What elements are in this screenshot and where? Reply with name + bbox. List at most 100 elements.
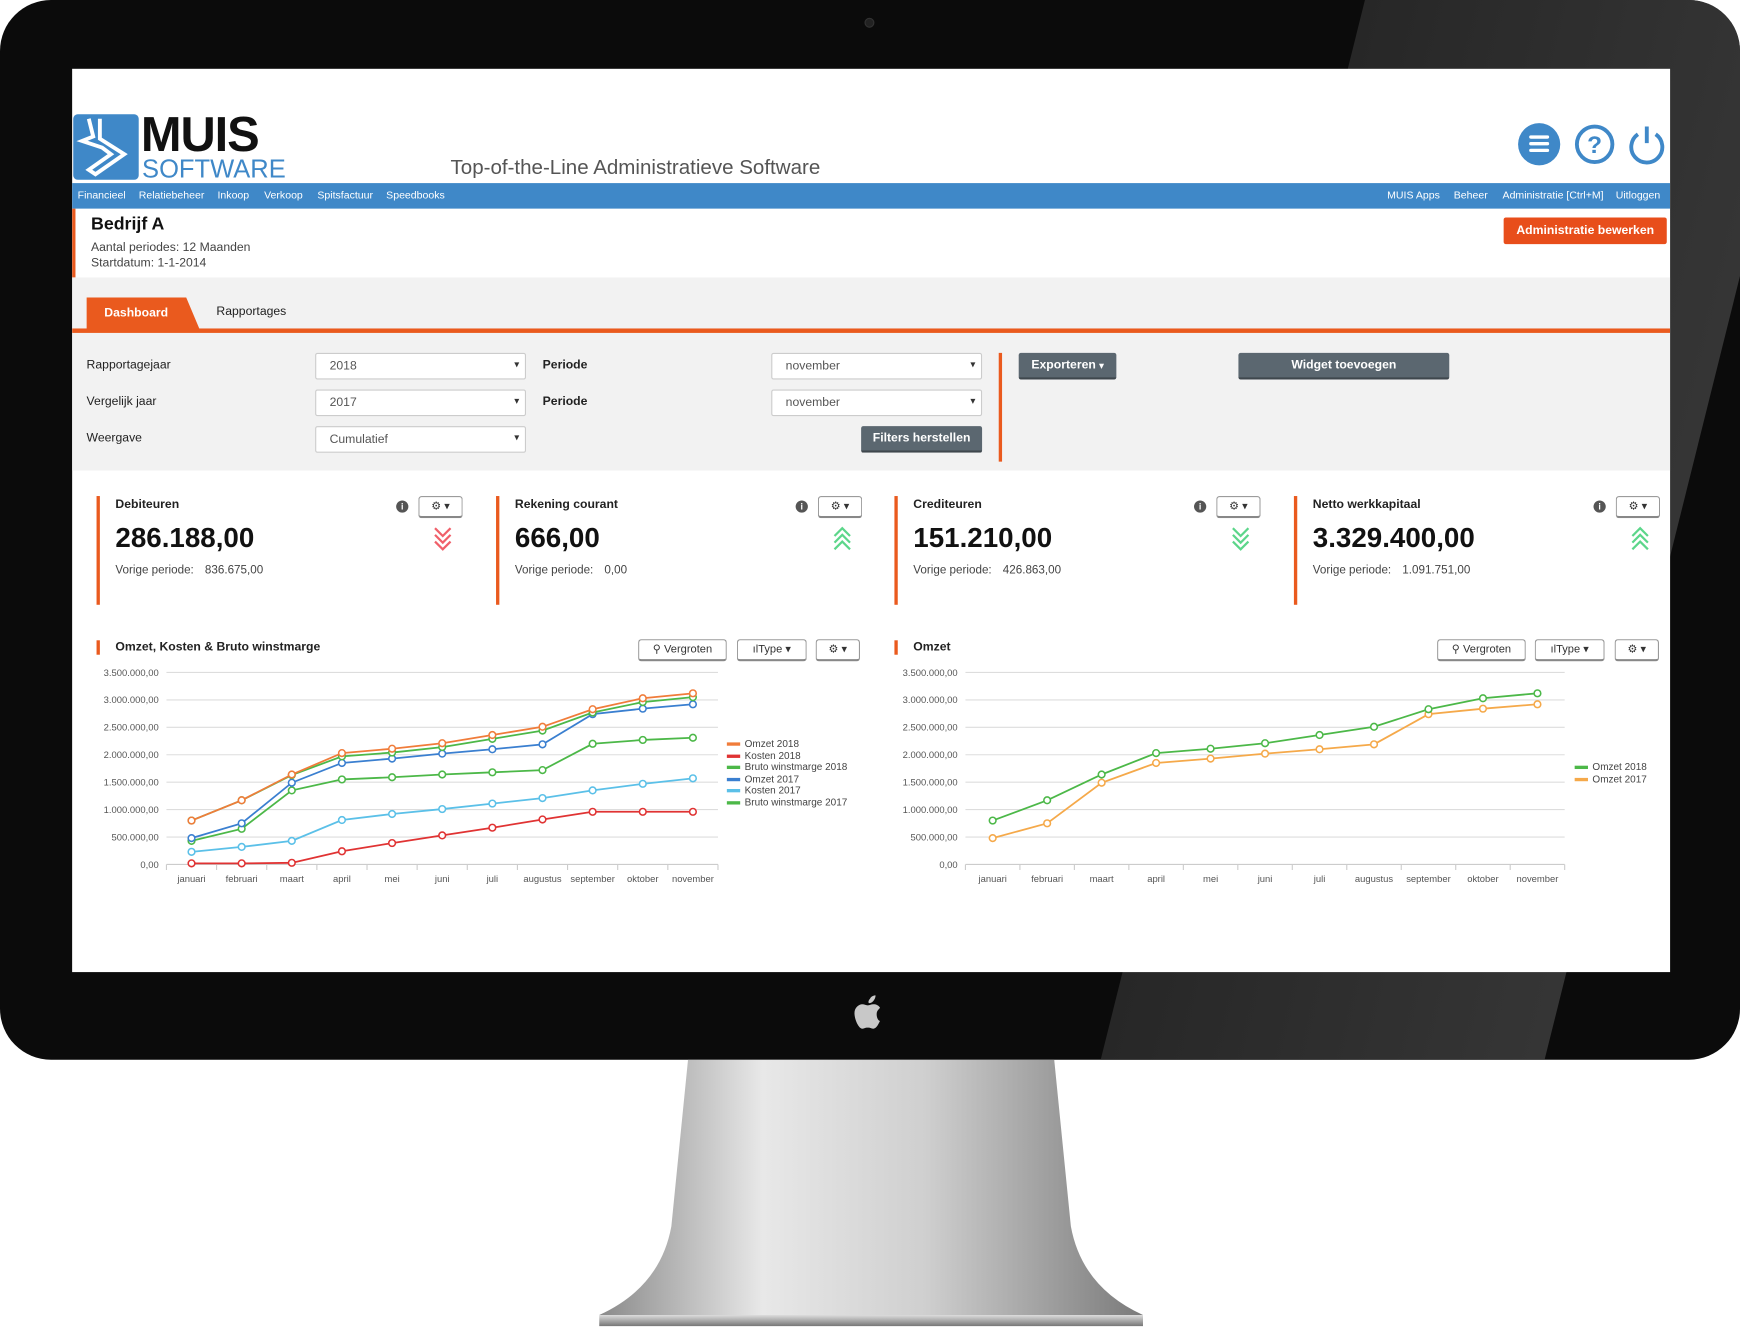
nav-verkoop[interactable]: Verkoop <box>264 189 303 202</box>
data-point[interactable] <box>1478 704 1488 713</box>
period-compare-select[interactable]: november <box>771 389 983 417</box>
menu-icon[interactable] <box>1518 123 1561 166</box>
data-point[interactable] <box>488 768 497 777</box>
data-point[interactable] <box>538 815 547 824</box>
data-point[interactable] <box>1424 705 1433 714</box>
data-point[interactable] <box>438 739 447 748</box>
chart1-type-button[interactable]: ılType ▾ <box>736 639 807 662</box>
data-point[interactable] <box>588 705 597 714</box>
legend-item[interactable]: Omzet 2017 <box>726 773 847 785</box>
data-point[interactable] <box>1097 778 1106 787</box>
tab-rapportages[interactable]: Rapportages <box>216 305 287 319</box>
nav-spitsfactuur[interactable]: Spitsfactuur <box>317 189 374 202</box>
data-point[interactable] <box>1206 754 1215 763</box>
tab-dashboard[interactable]: Dashboard <box>86 297 200 330</box>
data-point[interactable] <box>337 847 347 856</box>
data-point[interactable] <box>488 799 497 808</box>
kpi-settings-button[interactable]: ⚙ ▾ <box>418 496 463 519</box>
nav-speedbooks[interactable]: Speedbooks <box>386 189 445 202</box>
data-point[interactable] <box>1315 745 1324 754</box>
info-icon[interactable]: i <box>795 500 808 513</box>
data-point[interactable] <box>1478 694 1488 703</box>
data-point[interactable] <box>1315 730 1324 740</box>
nav-relatiebeheer[interactable]: Relatiebeheer <box>138 189 205 202</box>
data-point[interactable] <box>688 774 698 783</box>
nav-uitloggen[interactable]: Uitloggen <box>1615 189 1661 202</box>
data-point[interactable] <box>1260 739 1270 748</box>
data-point[interactable] <box>488 745 497 754</box>
legend-item[interactable]: Bruto winstmarge 2018 <box>726 761 847 773</box>
data-point[interactable] <box>438 770 447 779</box>
data-point[interactable] <box>438 804 447 814</box>
data-point[interactable] <box>638 694 647 703</box>
data-point[interactable] <box>688 733 698 742</box>
data-point[interactable] <box>1151 758 1161 768</box>
data-point[interactable] <box>1533 689 1542 698</box>
data-point[interactable] <box>1260 749 1270 758</box>
data-point[interactable] <box>1097 770 1106 779</box>
data-point[interactable] <box>988 816 997 825</box>
data-point[interactable] <box>488 730 497 740</box>
data-point[interactable] <box>438 831 447 840</box>
reset-filters-button[interactable]: Filters herstellen <box>861 426 983 453</box>
data-point[interactable] <box>688 689 698 698</box>
data-point[interactable] <box>988 834 997 843</box>
data-point[interactable] <box>337 815 347 825</box>
data-point[interactable] <box>588 739 597 748</box>
data-point[interactable] <box>187 834 196 843</box>
data-point[interactable] <box>538 793 547 803</box>
power-icon[interactable] <box>1626 123 1668 165</box>
data-point[interactable] <box>1043 796 1052 805</box>
data-point[interactable] <box>187 859 196 868</box>
data-point[interactable] <box>488 823 497 832</box>
data-point[interactable] <box>237 859 246 868</box>
help-icon[interactable]: ? <box>1574 123 1616 165</box>
data-point[interactable] <box>638 735 647 745</box>
data-point[interactable] <box>287 786 296 795</box>
data-point[interactable] <box>538 722 547 731</box>
data-point[interactable] <box>638 807 647 816</box>
data-point[interactable] <box>387 838 397 848</box>
data-point[interactable] <box>237 842 246 852</box>
legend-item[interactable]: Kosten 2018 <box>726 750 847 762</box>
data-point[interactable] <box>287 770 296 779</box>
nav-administratie[interactable]: Administratie [Ctrl+M] <box>1502 189 1604 202</box>
compare-year-select[interactable]: 2017 <box>315 389 526 417</box>
kpi-settings-button[interactable]: ⚙ ▾ <box>1615 496 1661 519</box>
chart2-settings-button[interactable]: ⚙ ▾ <box>1614 639 1660 662</box>
data-point[interactable] <box>187 847 196 856</box>
data-point[interactable] <box>387 809 397 819</box>
legend-item[interactable]: Kosten 2017 <box>726 785 847 797</box>
year-select[interactable]: 2018 <box>315 352 526 380</box>
data-point[interactable] <box>1369 740 1379 749</box>
legend-item[interactable]: Omzet 2018 <box>726 738 847 750</box>
legend-item[interactable]: Omzet 2017 <box>1574 773 1647 785</box>
data-point[interactable] <box>287 836 296 845</box>
data-point[interactable] <box>287 778 296 787</box>
data-point[interactable] <box>438 749 447 758</box>
data-point[interactable] <box>237 796 246 805</box>
data-point[interactable] <box>638 704 647 713</box>
chart1-zoom-button[interactable]: ⚲ Vergroten <box>638 639 727 662</box>
data-point[interactable] <box>337 749 347 758</box>
data-point[interactable] <box>387 773 397 782</box>
data-point[interactable] <box>337 758 347 768</box>
info-icon[interactable]: i <box>396 500 409 513</box>
data-point[interactable] <box>1206 744 1215 753</box>
chart1-settings-button[interactable]: ⚙ ▾ <box>815 639 861 662</box>
data-point[interactable] <box>237 819 246 828</box>
data-point[interactable] <box>187 816 196 825</box>
data-point[interactable] <box>387 744 397 753</box>
kpi-settings-button[interactable]: ⚙ ▾ <box>1216 496 1261 519</box>
nav-beheer[interactable]: Beheer <box>1453 189 1488 202</box>
nav-inkoop[interactable]: Inkoop <box>217 189 250 202</box>
data-point[interactable] <box>1151 749 1161 758</box>
data-point[interactable] <box>538 740 547 749</box>
view-select[interactable]: Cumulatief <box>315 426 526 453</box>
info-icon[interactable]: i <box>1593 500 1606 513</box>
data-point[interactable] <box>688 700 698 709</box>
period-select[interactable]: november <box>771 352 983 380</box>
edit-administration-button[interactable]: Administratie bewerken <box>1503 217 1667 245</box>
data-point[interactable] <box>287 858 296 867</box>
export-button[interactable]: Exporteren ▾ <box>1018 352 1117 380</box>
